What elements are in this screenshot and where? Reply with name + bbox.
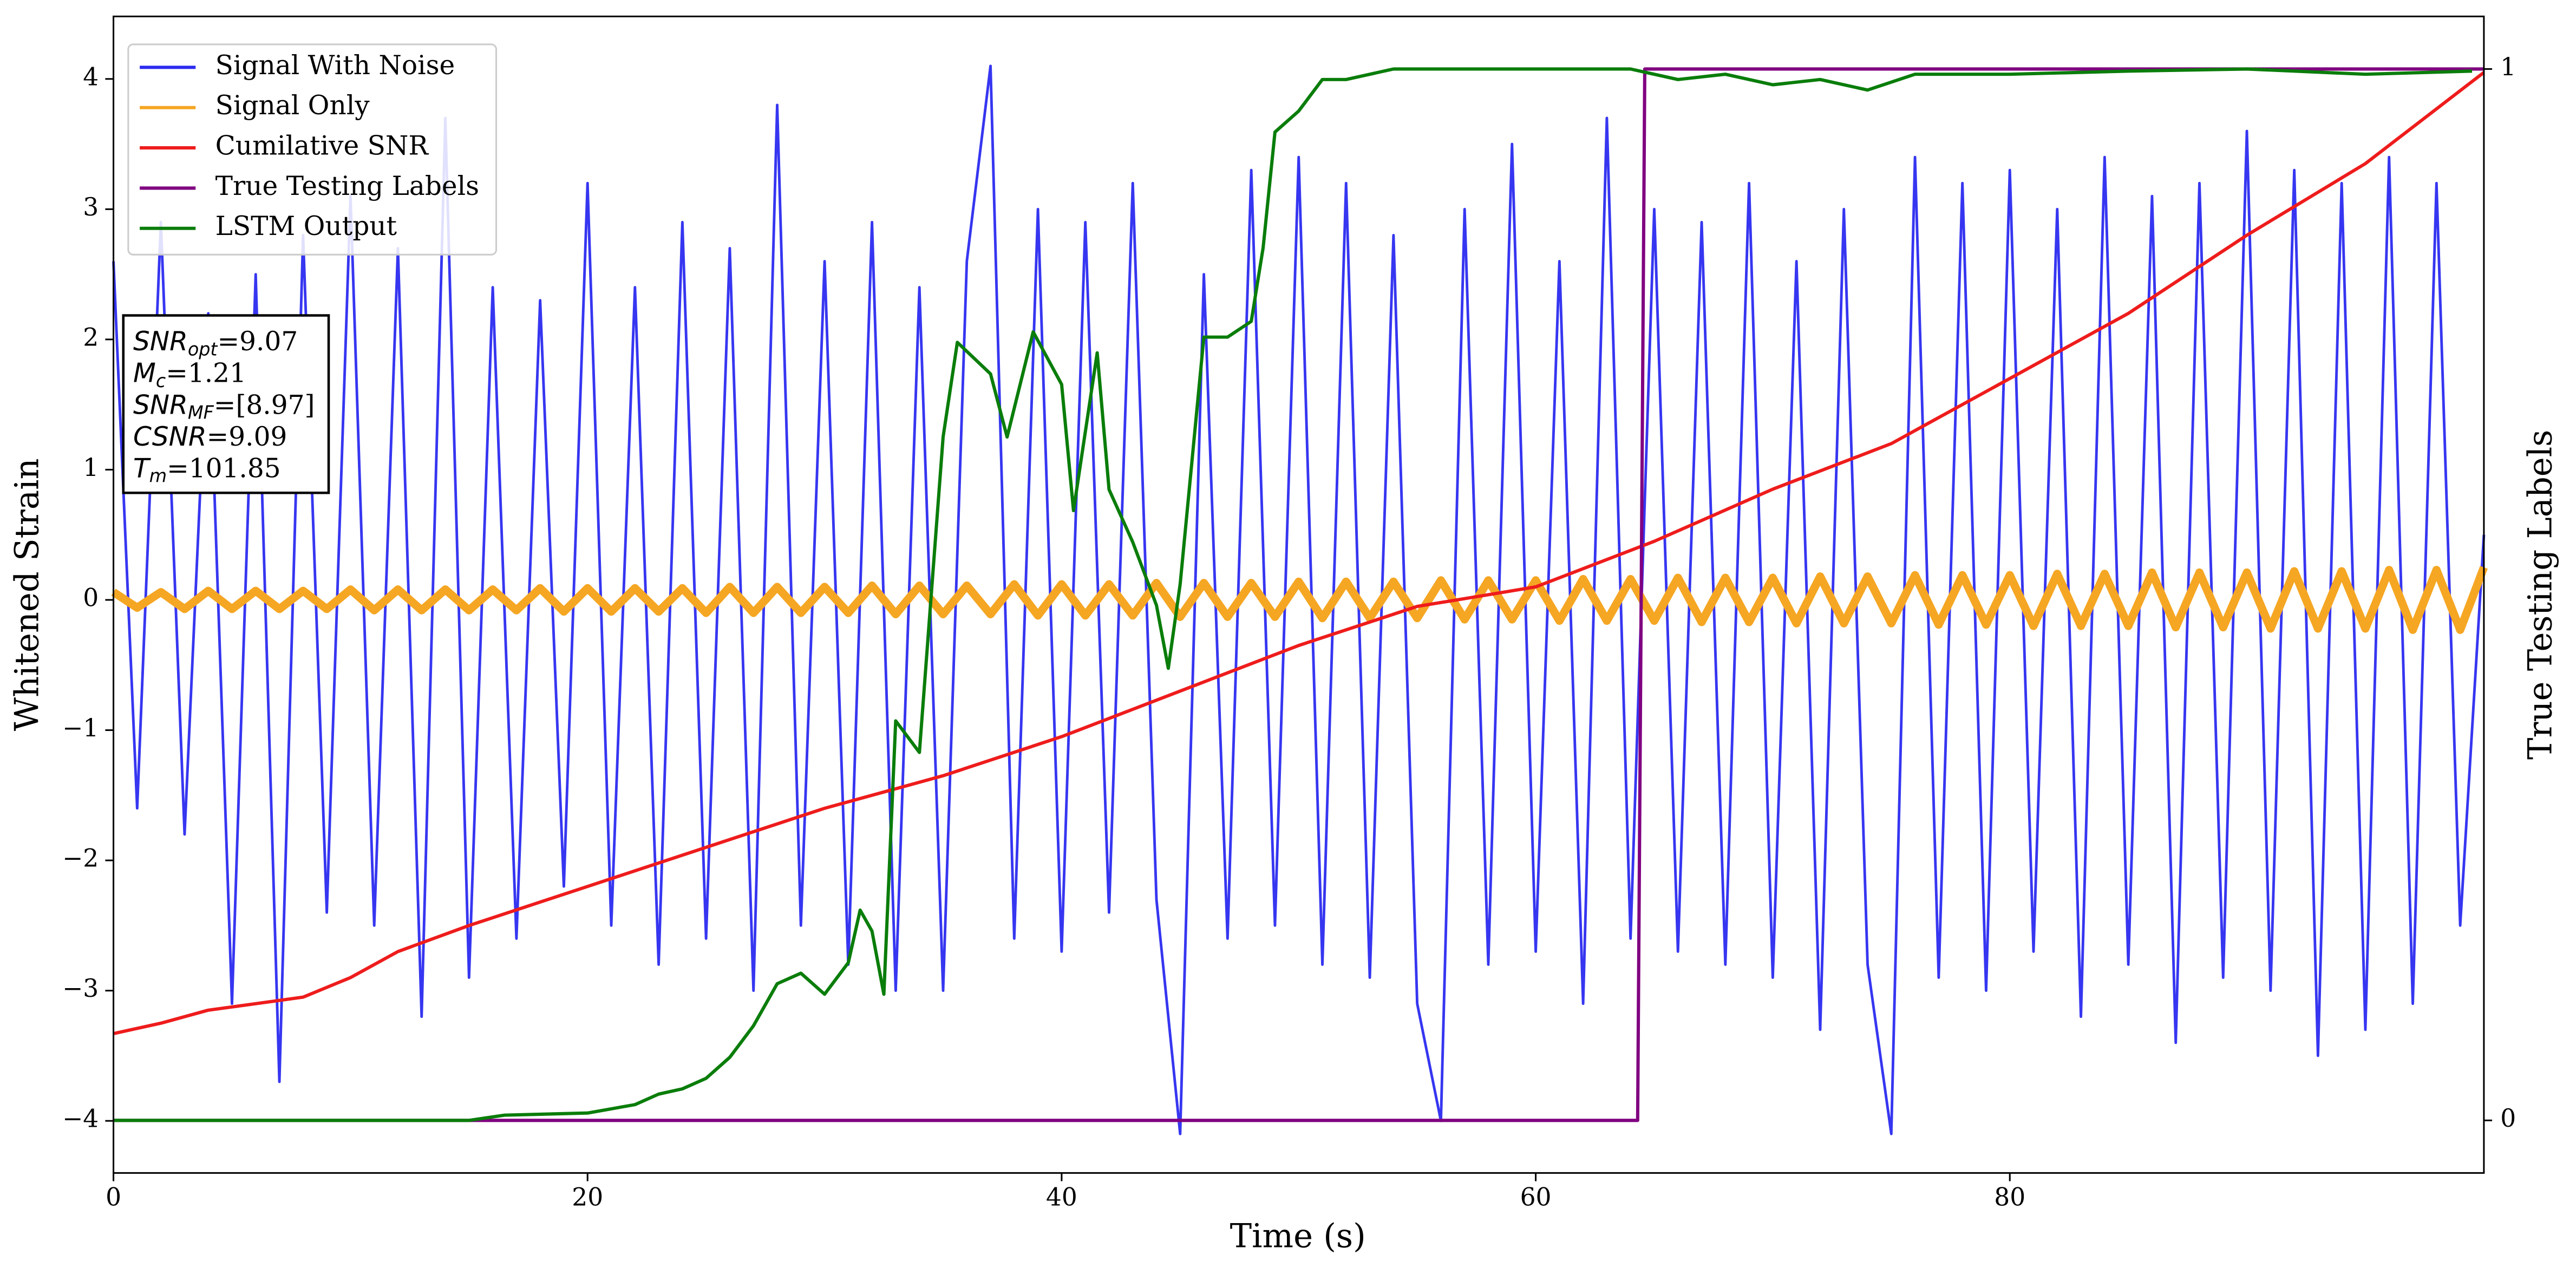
annotation-sub: opt [188, 338, 219, 360]
annotation-value: =101.85 [167, 453, 280, 484]
y2-tick-label: 1 [2500, 53, 2516, 81]
annotation-sub: m [149, 465, 167, 486]
legend-box [127, 43, 498, 256]
annotation-name: T [133, 453, 151, 484]
legend-label: Signal Only [215, 90, 370, 121]
annotation-line: SNRopt=9.07 [133, 326, 298, 360]
x-tick-label: 0 [106, 1182, 121, 1211]
series-line [113, 67, 2473, 1122]
y-tick-label: 2 [83, 323, 99, 351]
y-tick-label: −3 [62, 974, 99, 1003]
annotation: SNRopt=9.07Mc=1.21SNRMF=[8.97]CSNR=9.09T… [122, 314, 330, 494]
legend-label: True Testing Labels [215, 171, 479, 201]
y-tick-label: −2 [62, 844, 99, 873]
y-tick-label: 1 [83, 453, 99, 482]
annotation-name: SNR [133, 326, 188, 357]
annotation-sub: c [156, 370, 166, 391]
y-tick-label: 0 [83, 583, 99, 612]
y2-tick-label: 0 [2500, 1104, 2516, 1133]
x-tick-label: 20 [572, 1182, 603, 1211]
annotation-line: SNRMF=[8.97] [133, 390, 315, 423]
y-tick-label: −1 [62, 714, 99, 742]
series-line [112, 64, 2486, 1135]
annotation-name: CSNR [133, 422, 207, 452]
series-line [113, 71, 2485, 1035]
x-axis-label: Time (s) [1230, 1217, 1366, 1255]
legend-label: Cumilative SNR [215, 131, 429, 161]
series-line [113, 67, 2484, 1122]
annotation-name: M [133, 358, 156, 389]
legend: Signal With Noise Signal Only Cumilative S… [127, 43, 498, 256]
y-tick-label: −4 [62, 1105, 99, 1133]
annotation-value: =9.07 [217, 326, 298, 357]
annotation-line: Tm=101.85 [133, 453, 281, 486]
series-line [111, 566, 2488, 634]
plot-area [111, 64, 2488, 1135]
annotation-box [122, 314, 330, 494]
annotation-name: SNR [133, 390, 188, 420]
y-axis-label: Whitened Strain [8, 458, 46, 731]
x-tick-label: 60 [1520, 1182, 1552, 1211]
annotation-value: =[8.97] [214, 390, 315, 420]
y-tick-label: 3 [83, 193, 99, 221]
x-tick-label: 40 [1046, 1182, 1077, 1211]
y-tick-label: 4 [83, 62, 99, 91]
annotation-line: CSNR=9.09 [133, 421, 287, 452]
annotation-line: Mc=1.21 [133, 358, 246, 391]
legend-label: LSTM Output [215, 211, 397, 241]
y2-axis-label: True Testing Labels [2522, 430, 2560, 760]
axes-frame [113, 15, 2485, 1174]
legend-label: Signal With Noise [215, 50, 455, 81]
x-tick-label: 80 [1994, 1182, 2025, 1211]
annotation-value: =1.21 [166, 358, 246, 388]
annotation-sub: MF [188, 402, 214, 423]
annotation-value: =9.09 [207, 421, 287, 452]
